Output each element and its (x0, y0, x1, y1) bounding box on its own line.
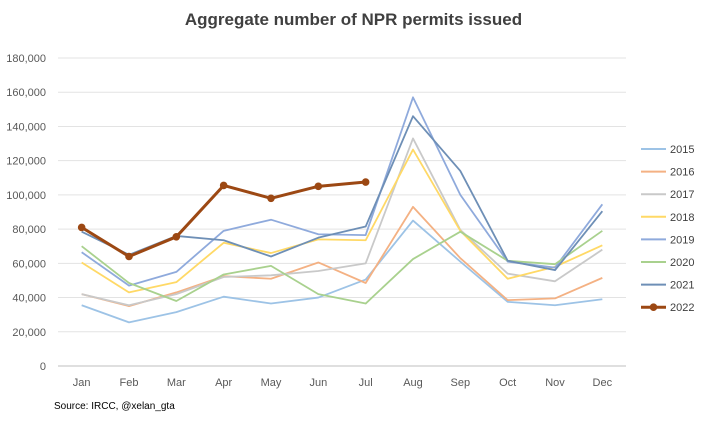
y-tick-label: 160,000 (6, 87, 46, 99)
x-tick-label: Nov (545, 377, 565, 389)
legend-label-2015: 2015 (670, 144, 694, 156)
data-point-2022 (77, 223, 86, 232)
series-line-2020 (81, 230, 603, 305)
series-line-2016 (81, 205, 603, 308)
x-tick-label: Jul (359, 377, 373, 389)
x-tick-label: Sep (451, 377, 471, 389)
x-tick-label: Dec (593, 377, 613, 389)
x-tick-label: Jun (309, 377, 327, 389)
legend-label-2021: 2021 (670, 280, 694, 292)
y-tick-label: 140,000 (6, 121, 46, 133)
legend-label-2017: 2017 (670, 189, 694, 201)
source-note: Source: IRCC, @xelan_gta (54, 401, 175, 412)
chart-title: Aggregate number of NPR permits issued (184, 10, 523, 29)
y-tick-label: 180,000 (6, 53, 46, 65)
legend-label-2022: 2022 (670, 302, 694, 314)
y-tick-label: 120,000 (6, 156, 46, 168)
x-tick-label: Jan (73, 377, 91, 389)
data-point-2022 (219, 181, 228, 190)
x-tick-label: Feb (120, 377, 139, 389)
y-tick-label: 20,000 (12, 327, 46, 339)
data-point-2022 (172, 233, 181, 241)
data-point-2022 (267, 194, 275, 203)
data-point-2022 (314, 182, 323, 191)
y-tick-label: 60,000 (12, 258, 46, 270)
legend-marker-2022 (649, 303, 658, 312)
legend-label-2019: 2019 (670, 234, 694, 246)
y-tick-label: 100,000 (6, 190, 46, 202)
series-line-2021 (81, 115, 604, 272)
series-line-2022 (80, 180, 366, 258)
data-point-2022 (361, 178, 370, 186)
series-line-2017 (81, 137, 603, 307)
y-tick-label: 80,000 (12, 224, 46, 236)
legend-label-2016: 2016 (670, 167, 694, 179)
y-tick-label: 40,000 (12, 293, 46, 305)
data-point-2022 (125, 252, 133, 261)
series-line-2018 (81, 148, 603, 294)
series-line-2019 (81, 96, 604, 287)
series-line-2015 (81, 219, 603, 324)
y-tick-label: 0 (40, 361, 46, 373)
x-tick-label: Aug (403, 377, 423, 389)
legend-label-2020: 2020 (670, 257, 694, 269)
x-tick-label: Apr (215, 377, 232, 389)
x-tick-label: Oct (499, 377, 516, 389)
legend-label-2018: 2018 (670, 212, 694, 224)
x-tick-label: May (261, 377, 282, 389)
x-tick-label: Mar (167, 377, 186, 389)
